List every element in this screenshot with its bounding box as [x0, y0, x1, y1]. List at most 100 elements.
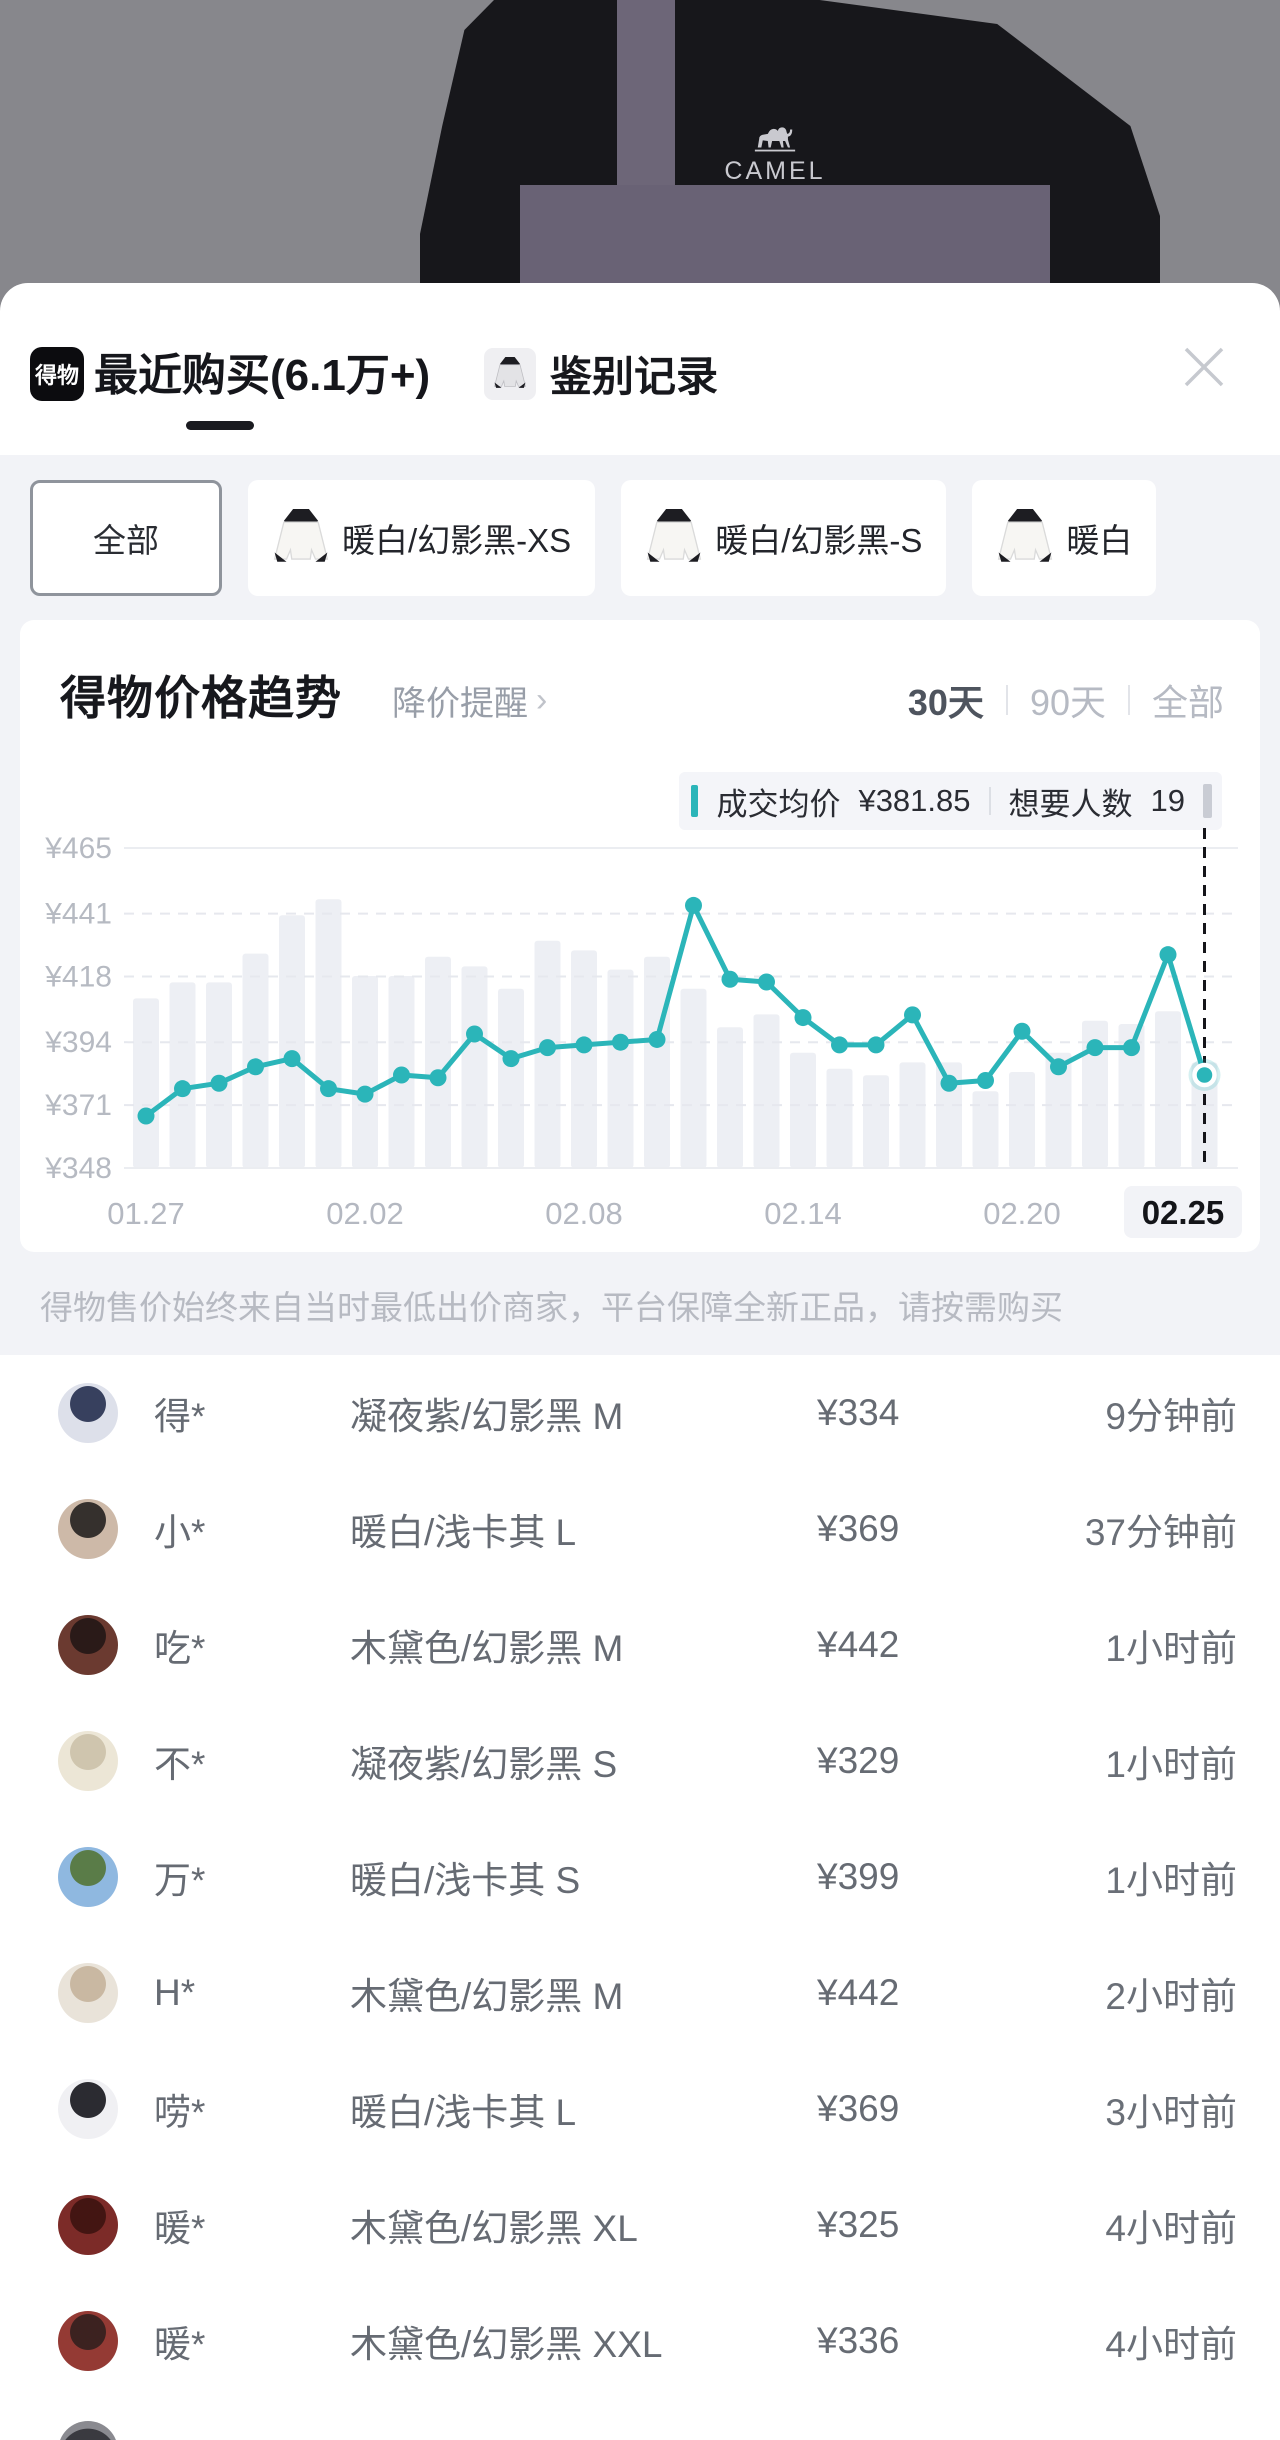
price-point	[502, 1050, 520, 1068]
product-photo: CAMEL	[0, 0, 1280, 283]
price-point	[466, 1025, 483, 1043]
volume-bar	[680, 988, 707, 1168]
y-axis-tick: ¥418	[44, 961, 112, 994]
purchase-time: 1小时前	[1105, 1628, 1237, 1669]
volume-bar	[133, 998, 159, 1168]
purchase-price: ¥325	[817, 2204, 900, 2245]
purchase-row: 暖* 木黛色/幻影黑 XXL ¥336 4小时前	[0, 2283, 1280, 2399]
tooltip-divider	[988, 787, 991, 815]
purchase-row: 唠* 暖白/浅卡其 L ¥369 3小时前	[0, 2051, 1280, 2167]
price-point	[794, 1009, 812, 1027]
period-option-30天[interactable]: 30天	[907, 682, 984, 723]
volume-bar	[753, 1014, 780, 1168]
period-selector: 30天 90天 全部	[908, 674, 1224, 726]
verification-jacket-icon	[484, 347, 536, 400]
period-option-全部[interactable]: 全部	[1151, 682, 1224, 723]
dewu-logo: 得物	[30, 347, 84, 401]
camel-brand-text: CAMEL	[724, 157, 826, 185]
price-point	[356, 1085, 374, 1103]
volume-bar	[644, 956, 670, 1168]
filter-chip-1[interactable]: 暖白/幻影黑-XS	[248, 480, 596, 596]
price-point	[721, 970, 739, 988]
user-avatar	[58, 2195, 118, 2255]
purchase-price: ¥336	[817, 2320, 900, 2361]
purchase-time: 9分钟前	[1105, 1396, 1237, 1437]
purchase-price: ¥442	[817, 1972, 900, 2013]
tab-verification-label: 鉴别记录	[550, 353, 719, 400]
price-point	[283, 1050, 301, 1068]
want-count-label: 想要人数	[1008, 786, 1133, 822]
purchase-price: ¥334	[817, 1392, 900, 1433]
x-axis-tick: 02.20	[983, 1196, 1061, 1231]
volume-bar	[607, 969, 634, 1168]
price-point	[575, 1036, 593, 1054]
jacket-lower-panel	[520, 185, 1050, 283]
price-trend-title: 得物价格趋势	[60, 672, 342, 724]
purchase-price: ¥329	[817, 1740, 900, 1781]
price-trend-chart[interactable]: ¥465 ¥441 ¥418 ¥394 ¥371 ¥348 01.27 02.02 02.08 0…	[20, 828, 1260, 1252]
active-tab-underline	[186, 421, 254, 430]
sku-variant: 木黛色/幻影黑 M	[350, 1976, 624, 2017]
user-avatar	[58, 2311, 118, 2371]
purchase-list: 得* 凝夜紫/幻影黑 M ¥334 9分钟前 小* 暖白/浅卡其 L ¥369 37分钟前 吃*…	[0, 1355, 1280, 2440]
volume-bar	[425, 956, 451, 1168]
period-divider	[1005, 685, 1008, 715]
buyer-name: 暖*	[154, 2324, 206, 2365]
jacket-silhouette: CAMEL	[420, 0, 1160, 283]
purchase-time: 1小时前	[1105, 1860, 1237, 1901]
filter-chip-3[interactable]: 暖白	[972, 480, 1157, 596]
buyer-name: 不*	[154, 1744, 206, 1785]
price-point	[940, 1074, 958, 1092]
sku-thumbnail-jacket-icon	[646, 509, 702, 562]
price-point	[648, 1030, 666, 1048]
purchase-time: 3小时前	[1105, 2092, 1237, 2133]
sku-thumbnail-jacket-icon	[273, 509, 329, 562]
volume-bar	[1045, 1052, 1072, 1168]
tab-verification-records[interactable]: 鉴别记录	[484, 343, 718, 404]
purchase-price: ¥369	[817, 2088, 900, 2129]
sku-variant: 凝夜紫/幻影黑 S	[350, 1744, 618, 1785]
avg-price-value: ¥381.85	[858, 783, 971, 818]
purchase-row: H* 木黛色/幻影黑 M ¥442 2小时前	[0, 1935, 1280, 2051]
tab-recent-purchases[interactable]: 最近购买(6.1万+)	[94, 351, 431, 400]
purchase-time: 2小时前	[1105, 1976, 1237, 2017]
price-drop-reminder-link[interactable]: 降价提醒 ›	[392, 676, 547, 725]
purchase-row: 小* 暖白/浅卡其 L ¥369 37分钟前	[0, 1471, 1280, 1587]
price-point	[1123, 1039, 1140, 1057]
purchase-time: 1小时前	[1105, 1744, 1237, 1785]
sku-filter-chips: 全部 暖白/幻影黑-XS 暖白/幻影黑-S 暖白	[30, 480, 1280, 596]
x-axis-tick: 01.27	[107, 1196, 185, 1231]
buyer-name: 得*	[154, 1396, 206, 1437]
selected-date-badge	[1124, 1186, 1242, 1238]
volume-bar	[1155, 1011, 1181, 1168]
volume-bar	[571, 950, 597, 1168]
purchase-price: ¥442	[817, 1624, 900, 1665]
disclaimer-text: 得物售价始终来自当时最低出价商家，平台保障全新正品，请按需购买	[40, 1289, 1063, 1326]
sku-variant: 木黛色/幻影黑 XXL	[350, 2324, 663, 2365]
filter-chip-label: 暖白	[1066, 522, 1133, 559]
price-trend-card: 得物价格趋势 降价提醒 › 30天 90天 全部 成交均价 ¥381.85 想要人数…	[20, 620, 1260, 1252]
avg-price-label: 成交均价	[716, 786, 841, 822]
buyer-name: H*	[154, 1972, 196, 2013]
sku-variant: 木黛色/幻影黑 M	[350, 1628, 624, 1669]
user-avatar	[58, 2079, 118, 2139]
filter-chip-2[interactable]: 暖白/幻影黑-S	[621, 480, 947, 596]
price-point	[429, 1069, 447, 1087]
purchase-row: 暖* 木黛色/幻影黑 XL ¥325 4小时前	[0, 2167, 1280, 2283]
price-point	[977, 1071, 994, 1089]
period-option-90天[interactable]: 90天	[1029, 682, 1106, 723]
price-point	[758, 973, 775, 991]
filter-chip-0[interactable]: 全部	[30, 480, 222, 596]
user-avatar	[58, 1847, 118, 1907]
price-point	[1013, 1022, 1031, 1040]
close-icon[interactable]	[1178, 341, 1230, 393]
price-point	[539, 1039, 556, 1057]
filter-chip-label: 全部	[93, 522, 159, 559]
purchase-price: ¥369	[817, 1508, 900, 1549]
volume-bar	[1118, 1024, 1145, 1168]
x-axis-tick-selected[interactable]: 02.25	[1142, 1194, 1225, 1231]
volume-bar	[717, 1027, 743, 1168]
purchase-price: ¥399	[817, 1856, 900, 1897]
price-point	[1086, 1039, 1104, 1057]
volume-bar	[899, 1062, 926, 1168]
